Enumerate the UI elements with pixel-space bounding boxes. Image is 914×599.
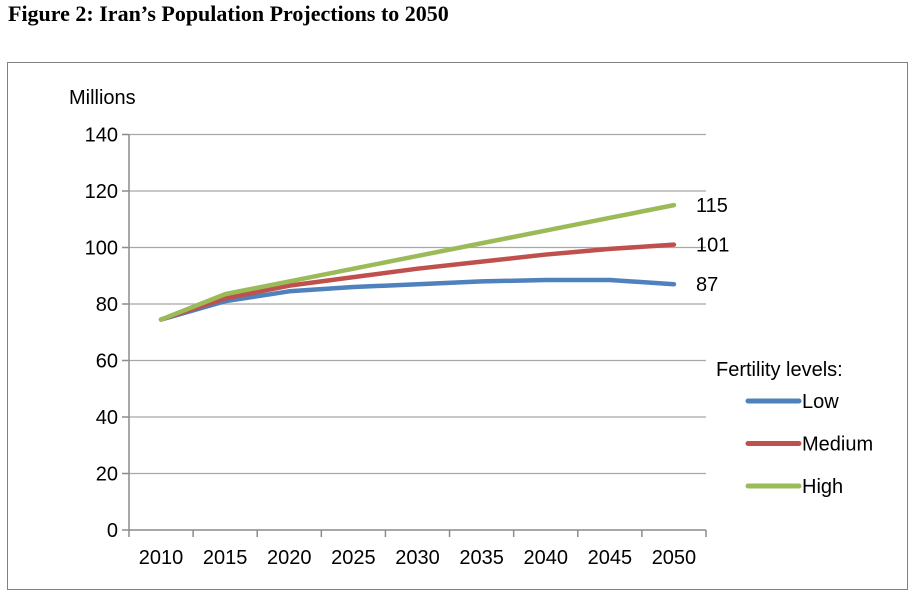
y-tick-label: 140 — [85, 125, 118, 147]
x-tick-label: 2015 — [203, 547, 248, 569]
end-label-high: 115 — [696, 195, 728, 217]
y-tick-label: 120 — [85, 181, 118, 203]
chart-line-low — [158, 277, 677, 322]
x-tick-label: 2010 — [139, 547, 184, 569]
y-tick-label: 100 — [85, 238, 118, 260]
y-axis-unit-label: Millions — [69, 87, 136, 109]
x-tick-label: 2050 — [652, 547, 697, 569]
y-tick-label: 40 — [96, 407, 118, 429]
chart-line-medium — [158, 242, 677, 322]
x-tick-label: 2020 — [267, 547, 312, 569]
x-tick-label: 2035 — [459, 547, 504, 569]
legend-label-low: Low — [802, 391, 839, 413]
chart-line-high — [158, 202, 677, 322]
legend-label-high: High — [802, 476, 843, 498]
x-tick-label: 2045 — [588, 547, 633, 569]
end-label-medium: 101 — [696, 235, 729, 257]
x-tick-label: 2040 — [523, 547, 568, 569]
y-tick-label: 0 — [107, 520, 118, 542]
end-label-low: 87 — [696, 274, 718, 296]
chart-frame: 0 20 40 60 80 100 120 140 2010 2015 2020 2025 2030 20… — [7, 62, 908, 590]
y-tick-label: 20 — [96, 464, 118, 486]
legend-title: Fertility levels: — [716, 359, 843, 381]
legend-label-medium: Medium — [802, 434, 873, 456]
x-tick-label: 2025 — [331, 547, 376, 569]
y-tick-label: 60 — [96, 351, 118, 373]
figure-title: Figure 2: Iran’s Population Projections … — [8, 1, 449, 26]
y-tick-label: 80 — [96, 294, 118, 316]
x-tick-label: 2030 — [395, 547, 440, 569]
